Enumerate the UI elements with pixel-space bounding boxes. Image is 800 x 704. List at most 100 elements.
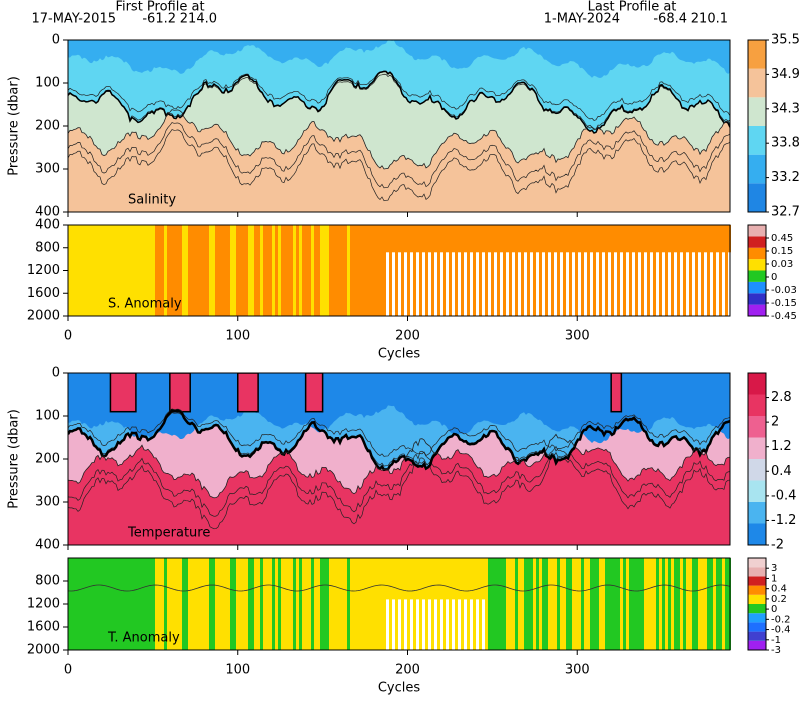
field-gap (518, 252, 521, 316)
field-column (449, 558, 452, 650)
field-column (323, 558, 326, 650)
field-column (677, 558, 680, 650)
field-column (563, 225, 566, 316)
field-column (515, 558, 518, 650)
field-gap (686, 252, 689, 316)
colorbar-segment (748, 585, 766, 595)
field-column (449, 225, 452, 316)
field-column (335, 558, 338, 650)
field-column (629, 558, 632, 650)
field-gap (392, 599, 395, 650)
field-column (467, 558, 470, 650)
field-column (335, 225, 338, 316)
field-column (95, 225, 98, 316)
field-gap (404, 599, 407, 650)
field-column (389, 225, 392, 316)
field-gap (632, 252, 635, 316)
colorbar-label: -0.15 (771, 298, 797, 309)
warm-intrusion (304, 373, 324, 413)
header-last-lon: 210.1 (691, 12, 728, 27)
field-column (461, 225, 464, 316)
field-column (287, 225, 290, 316)
field-column (593, 225, 596, 316)
field-column (686, 558, 689, 650)
field-column (623, 558, 626, 650)
x-tick-label: 300 (565, 663, 590, 678)
header-first-lat: -61.2 (142, 12, 176, 27)
field-column (173, 558, 176, 650)
field-gap (674, 252, 677, 316)
field-column (551, 558, 554, 650)
field-column (605, 225, 608, 316)
field-column (350, 558, 353, 650)
field-column (104, 558, 107, 650)
field-column (185, 225, 188, 316)
field-gap (716, 252, 719, 316)
field-gap (398, 252, 401, 316)
field-column (221, 225, 224, 316)
field-column (545, 558, 548, 650)
field-column (473, 225, 476, 316)
colorbar-label: 2 (771, 415, 779, 430)
field-column (269, 225, 272, 316)
field-column (287, 558, 290, 650)
y-tick-label: 2000 (27, 309, 60, 324)
colorbar-segment (748, 247, 766, 260)
field-column (389, 558, 392, 650)
y-tick-label: 200 (35, 119, 60, 134)
field-column (89, 558, 92, 650)
field-column (203, 225, 206, 316)
field-column (680, 558, 683, 650)
field-column (485, 225, 488, 316)
field-column (146, 558, 149, 650)
field-column (659, 558, 662, 650)
field-column (713, 558, 716, 650)
field-gap (614, 252, 617, 316)
field-gap (638, 252, 641, 316)
field-gap (446, 252, 449, 316)
field-column (491, 558, 494, 650)
field-gap (668, 252, 671, 316)
field-gap (428, 599, 431, 650)
field-column (719, 558, 722, 650)
field-column (122, 558, 125, 650)
colorbar-label: 32.7 (771, 205, 800, 220)
field-column (461, 558, 464, 650)
field-column (722, 558, 725, 650)
field-column (179, 558, 182, 650)
field-column (203, 558, 206, 650)
field-column (323, 225, 326, 316)
field-gap (470, 599, 473, 650)
header-last-title: Last Profile at (588, 0, 677, 15)
field-column (239, 225, 242, 316)
field-column (104, 225, 107, 316)
field-column (407, 225, 410, 316)
field-column (395, 225, 398, 316)
colorbar-segment (748, 594, 766, 604)
field-column (263, 558, 266, 650)
field-gap (482, 252, 485, 316)
colorbar-label: -0.45 (771, 311, 797, 322)
field-gap (440, 252, 443, 316)
field-column (275, 558, 278, 650)
field-column (443, 558, 446, 650)
field-column (128, 225, 131, 316)
field-column (173, 225, 176, 316)
field-gap (452, 599, 455, 650)
field-column (125, 558, 128, 650)
field-column (665, 225, 668, 316)
field-column (356, 558, 359, 650)
field-column (158, 225, 161, 316)
field-column (380, 225, 383, 316)
field-column (101, 225, 104, 316)
field-column (161, 558, 164, 650)
field-column (107, 225, 110, 316)
field-gap (458, 599, 461, 650)
colorbar-label: 35.5 (771, 33, 800, 48)
field-column (554, 558, 557, 650)
field-column (617, 558, 620, 650)
field-gap (692, 252, 695, 316)
y-tick-label: 1600 (27, 620, 60, 635)
header-first-lon: 214.0 (180, 12, 217, 27)
field-column (479, 558, 482, 650)
